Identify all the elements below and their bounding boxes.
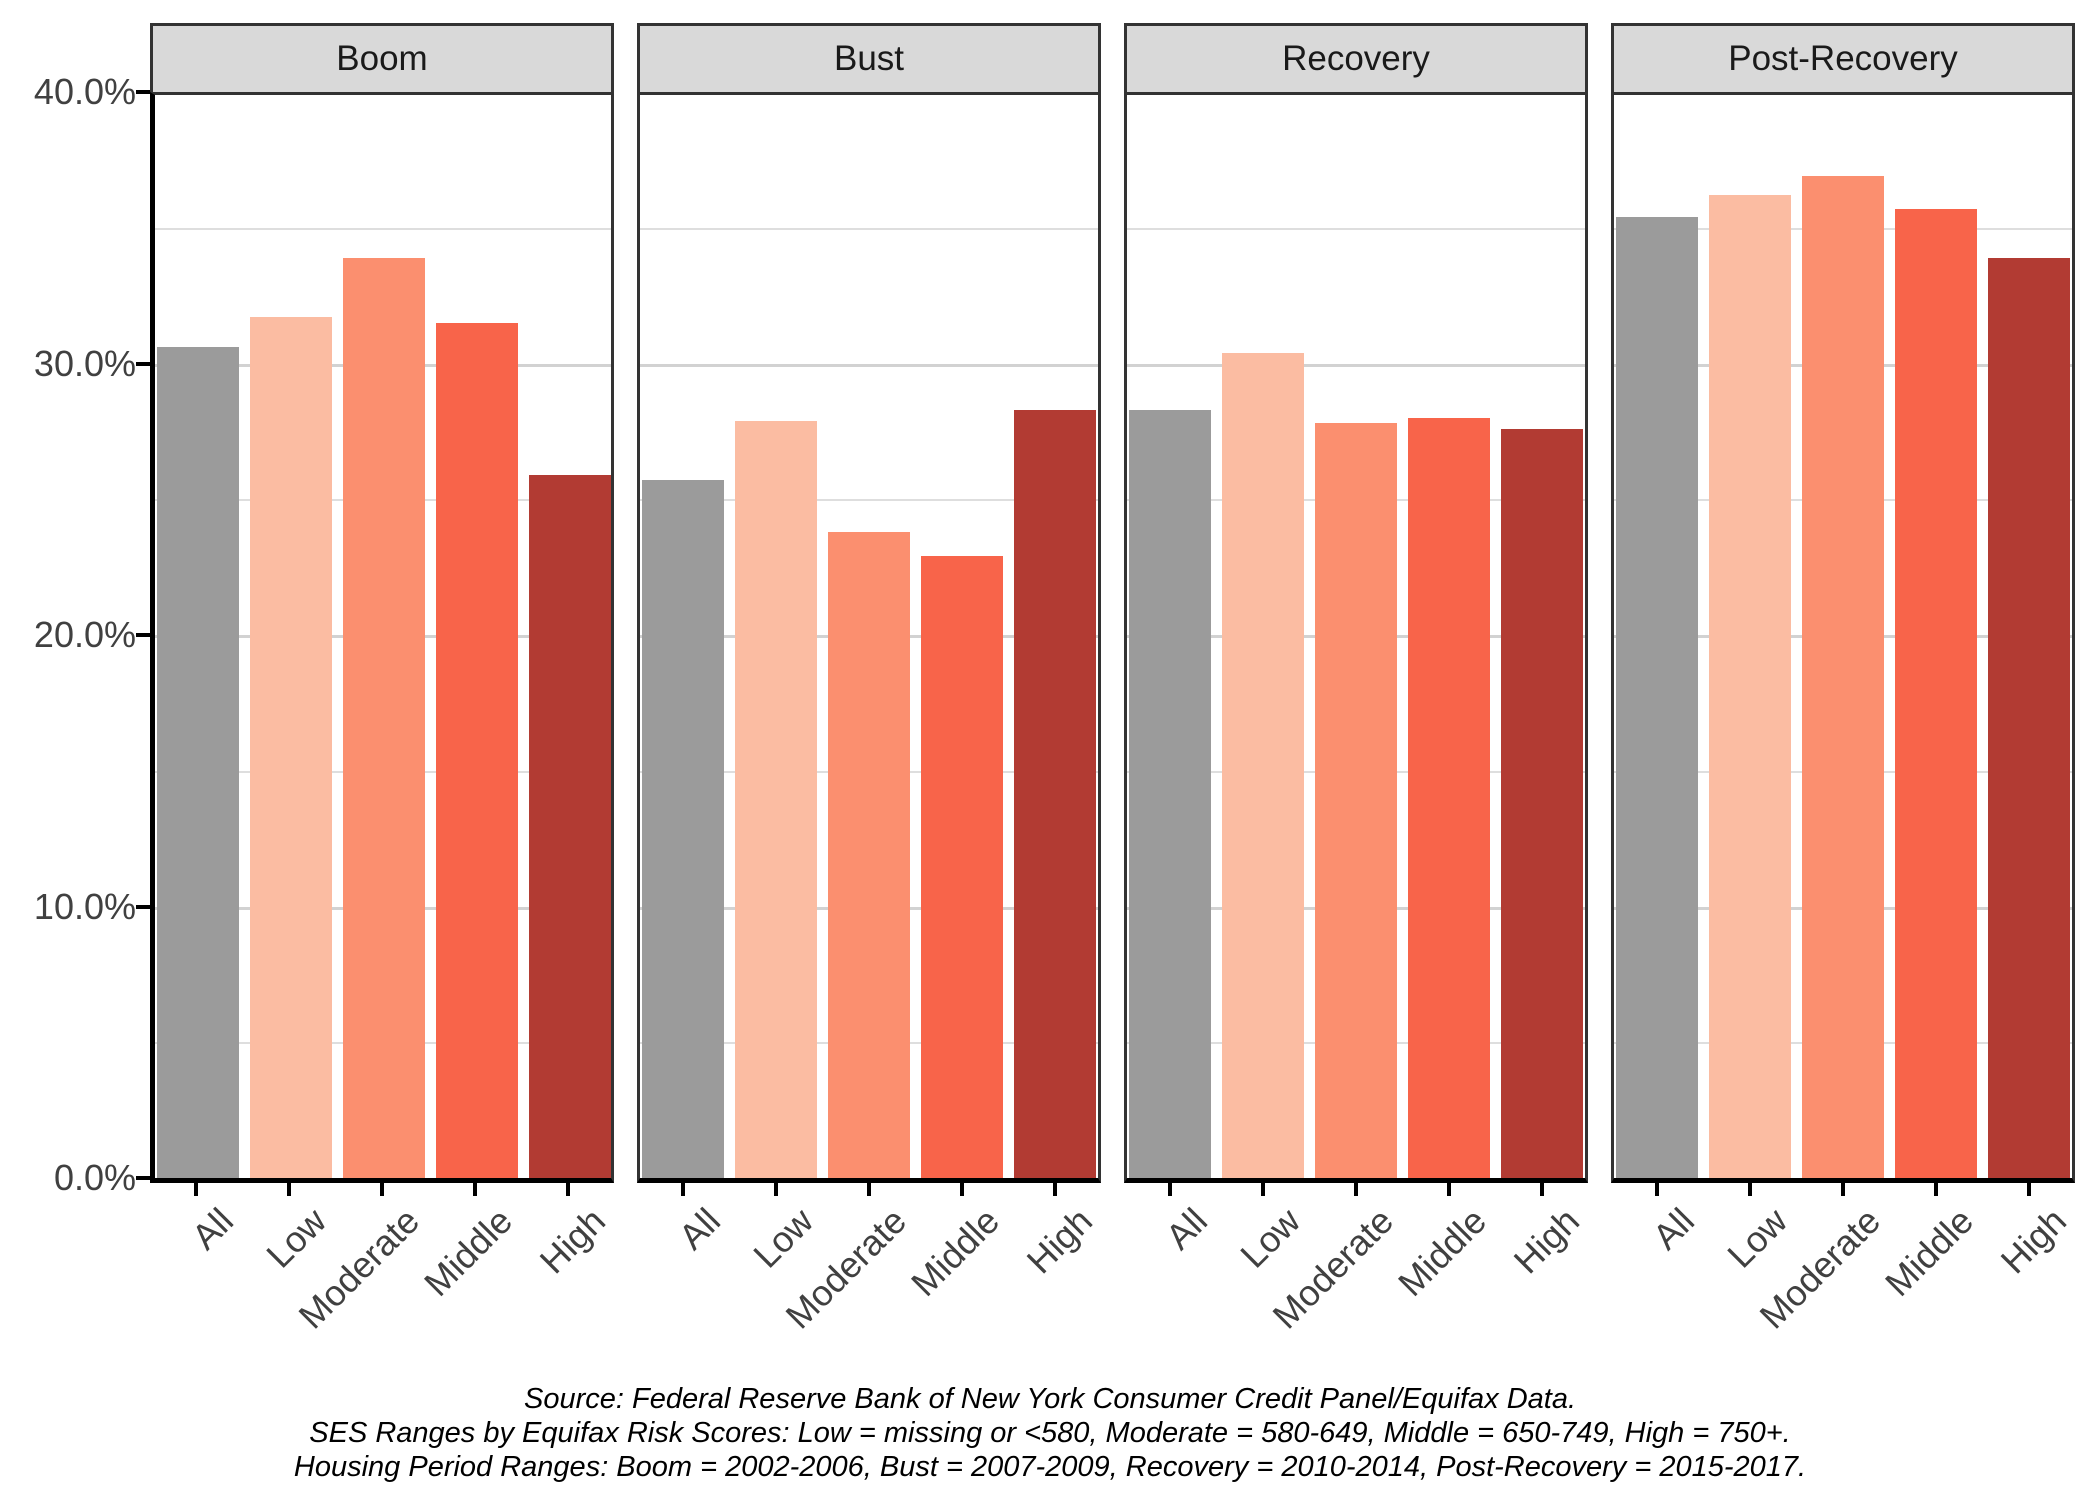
x-axis-label-all: All bbox=[184, 1200, 242, 1258]
bar-bust-low bbox=[735, 420, 818, 1178]
x-axis-label-low: Low bbox=[1232, 1200, 1309, 1276]
x-axis-label-low: Low bbox=[258, 1200, 335, 1276]
x-axis-label-middle: Middle bbox=[1389, 1200, 1494, 1304]
y-tick bbox=[136, 90, 150, 94]
x-axis-label-all: All bbox=[1645, 1200, 1703, 1258]
facet-strip-post-recovery: Post-Recovery bbox=[1611, 23, 2075, 95]
bar-post-recovery-middle bbox=[1894, 208, 1977, 1178]
x-tick bbox=[194, 1183, 199, 1196]
bar-bust-all bbox=[642, 480, 725, 1178]
y-axis-label-400: 40.0% bbox=[33, 71, 136, 112]
gridline-minor bbox=[155, 227, 611, 230]
facet-strip-boom: Boom bbox=[150, 23, 614, 95]
y-tick bbox=[136, 633, 150, 637]
y-axis-label-200: 20.0% bbox=[33, 614, 136, 655]
bar-boom-high bbox=[528, 474, 611, 1178]
x-tick bbox=[287, 1183, 292, 1196]
x-tick bbox=[1052, 1183, 1057, 1196]
bar-boom-low bbox=[250, 317, 333, 1178]
bar-recovery-moderate bbox=[1315, 423, 1397, 1178]
chart-caption: Source: Federal Reserve Bank of New York… bbox=[0, 1382, 2100, 1484]
caption-line-ses-ranges: SES Ranges by Equifax Risk Scores: Low =… bbox=[309, 1417, 1791, 1449]
gridline-minor bbox=[640, 499, 1098, 502]
x-tick bbox=[959, 1183, 964, 1196]
bar-post-recovery-low bbox=[1709, 195, 1792, 1178]
x-axis-label-high: High bbox=[1505, 1200, 1587, 1282]
bar-bust-moderate bbox=[828, 531, 910, 1178]
x-axis-label-middle: Middle bbox=[1876, 1200, 1981, 1304]
gridline-minor bbox=[1127, 227, 1585, 230]
x-tick bbox=[1354, 1183, 1358, 1196]
facet-panel-bust bbox=[637, 92, 1101, 1183]
gridline-minor bbox=[640, 227, 1098, 230]
x-tick bbox=[1748, 1183, 1753, 1196]
y-axis-label-00: 0.0% bbox=[53, 1157, 136, 1198]
caption-line-source: Source: Federal Reserve Bank of New York… bbox=[523, 1383, 1577, 1415]
x-tick bbox=[1446, 1183, 1451, 1196]
x-tick bbox=[472, 1183, 477, 1196]
x-axis-label-low: Low bbox=[1719, 1200, 1796, 1276]
x-tick bbox=[681, 1183, 686, 1196]
bar-bust-middle bbox=[920, 556, 1003, 1178]
x-tick bbox=[1261, 1183, 1266, 1196]
x-tick bbox=[1655, 1183, 1660, 1196]
bar-boom-all bbox=[157, 347, 240, 1178]
x-axis-label-high: High bbox=[1992, 1200, 2074, 1282]
y-tick bbox=[136, 1176, 150, 1180]
bar-recovery-low bbox=[1222, 352, 1305, 1178]
x-tick bbox=[380, 1183, 384, 1196]
y-tick bbox=[136, 361, 150, 366]
x-tick bbox=[774, 1183, 779, 1196]
x-axis-label-middle: Middle bbox=[415, 1200, 520, 1304]
y-axis-label-300: 30.0% bbox=[33, 342, 136, 384]
bar-recovery-all bbox=[1129, 409, 1212, 1178]
x-axis-label-low: Low bbox=[745, 1200, 822, 1276]
x-axis-label-high: High bbox=[1018, 1200, 1100, 1282]
bar-recovery-high bbox=[1500, 428, 1583, 1178]
x-tick bbox=[2026, 1183, 2031, 1196]
x-axis-label-all: All bbox=[671, 1200, 729, 1258]
facet-strip-label: Post-Recovery bbox=[1728, 39, 1958, 78]
x-axis-label-middle: Middle bbox=[902, 1200, 1007, 1304]
gridline-major bbox=[1127, 363, 1585, 367]
x-tick bbox=[1539, 1183, 1544, 1196]
x-axis-label-all: All bbox=[1158, 1200, 1216, 1258]
y-axis-label-100: 10.0% bbox=[33, 885, 136, 927]
x-tick bbox=[1841, 1183, 1845, 1196]
x-tick bbox=[1933, 1183, 1938, 1196]
x-tick bbox=[867, 1183, 871, 1196]
bar-boom-middle bbox=[435, 322, 518, 1178]
facet-strip-label: Recovery bbox=[1282, 39, 1430, 78]
x-tick bbox=[565, 1183, 570, 1196]
bar-post-recovery-all bbox=[1616, 216, 1699, 1178]
caption-line-period-ranges: Housing Period Ranges: Boom = 2002-2006,… bbox=[293, 1451, 1807, 1483]
facet-panel-post-recovery bbox=[1611, 92, 2075, 1183]
facet-strip-recovery: Recovery bbox=[1124, 23, 1588, 95]
facet-strip-label: Bust bbox=[833, 39, 905, 78]
x-axis-label-high: High bbox=[531, 1200, 613, 1282]
facet-panel-boom bbox=[150, 92, 614, 1183]
x-tick bbox=[1168, 1183, 1173, 1196]
bar-post-recovery-high bbox=[1987, 257, 2070, 1178]
bar-post-recovery-moderate bbox=[1802, 176, 1884, 1178]
facet-strip-bust: Bust bbox=[637, 23, 1101, 95]
bar-boom-moderate bbox=[343, 257, 425, 1178]
bar-bust-high bbox=[1013, 409, 1096, 1178]
y-tick bbox=[136, 904, 150, 909]
bar-recovery-middle bbox=[1407, 417, 1490, 1178]
facet-strip-label: Boom bbox=[336, 39, 428, 78]
gridline-major bbox=[640, 363, 1098, 367]
facet-panel-recovery bbox=[1124, 92, 1588, 1183]
